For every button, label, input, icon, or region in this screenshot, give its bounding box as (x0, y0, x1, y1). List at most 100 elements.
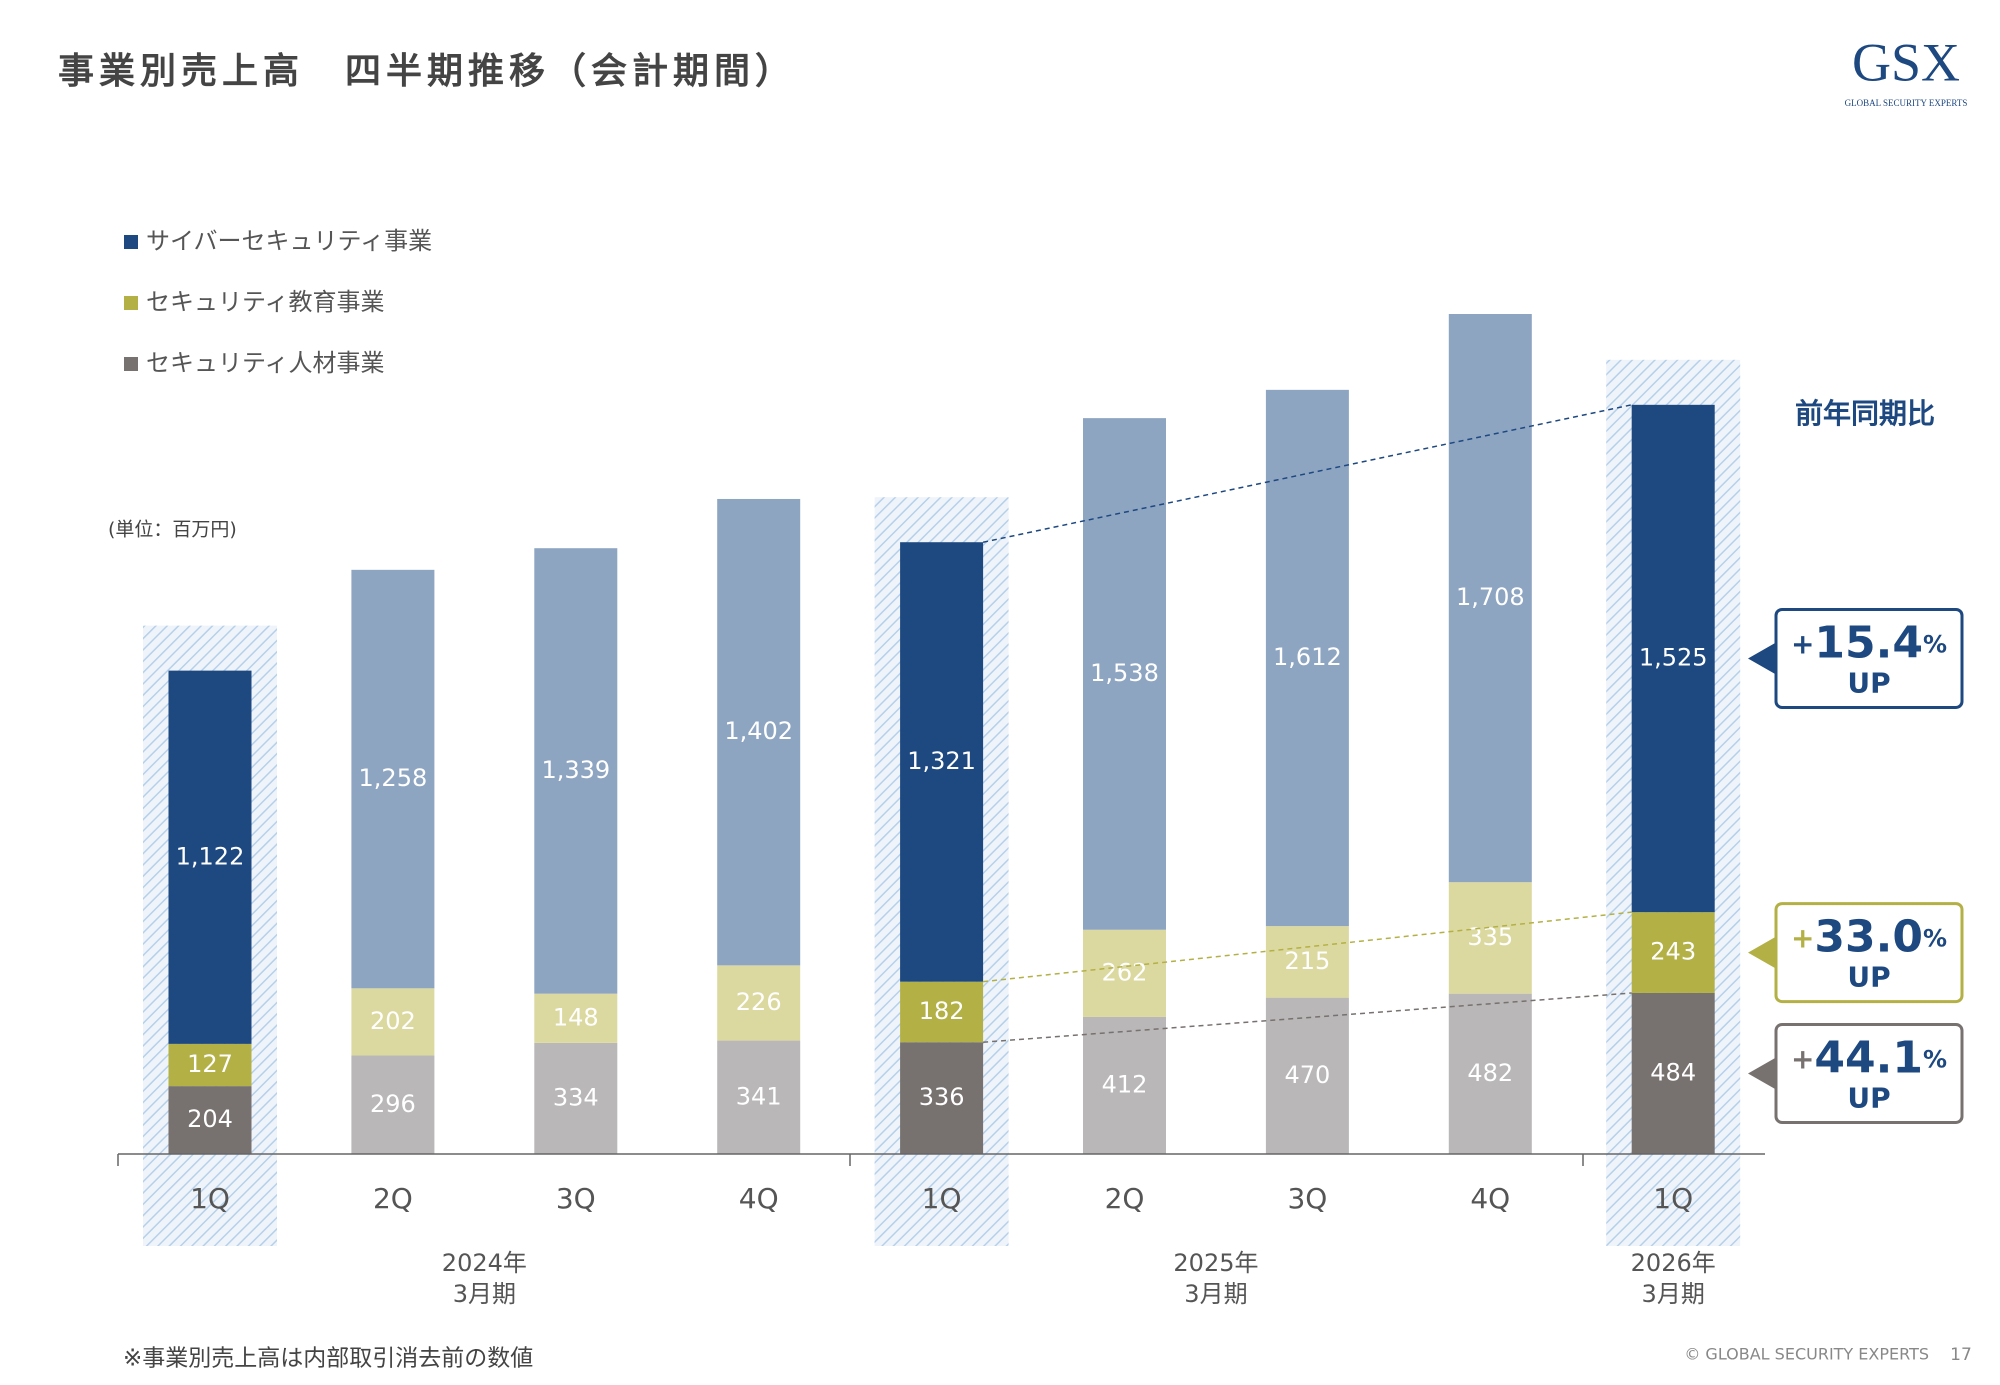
bar-value-label: 182 (919, 997, 965, 1025)
bar-value-label: 202 (370, 1007, 416, 1035)
bar-value-label: 334 (553, 1083, 599, 1111)
connector (983, 911, 1632, 983)
callout-unit: % (1923, 1045, 1947, 1073)
copyright: © GLOBAL SECURITY EXPERTS (1684, 1345, 1929, 1364)
bar-segment (168, 1043, 252, 1087)
bar-value-label: 1,708 (1456, 583, 1525, 611)
callout-sign: + (1791, 922, 1814, 955)
bar-value-label: 335 (1467, 923, 1513, 951)
x-tick-label: 1Q (190, 1182, 230, 1215)
bar-value-label: 1,122 (176, 842, 245, 870)
legend-swatch (124, 357, 138, 371)
bar-segment (351, 569, 435, 989)
bar-segment (900, 542, 984, 982)
bar-segment (1448, 882, 1532, 994)
bar-value-label: 226 (736, 988, 782, 1016)
bar-segment (1448, 993, 1532, 1154)
bar-value-label: 215 (1284, 947, 1330, 975)
bar-segment (1631, 912, 1715, 993)
bar-segment (168, 670, 252, 1044)
callout-text: UP (1847, 1081, 1890, 1114)
bar-segment (351, 1055, 435, 1154)
connector (983, 992, 1632, 1043)
bar-value-label: 412 (1102, 1070, 1148, 1098)
legend-swatch (124, 296, 138, 310)
bar-value-label: 336 (919, 1083, 965, 1111)
bar-segment (1083, 418, 1166, 930)
logo-sub: GLOBAL SECURITY EXPERTS (1845, 98, 1968, 108)
unit-label: (単位：百万円) (108, 519, 237, 541)
bar-value-label: 1,402 (724, 717, 793, 745)
group-label: 3月期 (1642, 1280, 1705, 1308)
bar-segment (534, 993, 618, 1043)
bar-value-label: 341 (736, 1082, 782, 1110)
bar-segment (717, 1040, 801, 1154)
comparison-title: 前年同期比 (1795, 397, 1935, 430)
callout-sign: + (1791, 627, 1814, 660)
bar-segment (900, 1042, 984, 1154)
x-tick-label: 4Q (1470, 1182, 1510, 1215)
legend-swatch (124, 235, 138, 249)
bar-value-label: 1,258 (359, 764, 428, 792)
callout-unit: % (1923, 925, 1947, 953)
callout-unit: % (1923, 630, 1947, 658)
callout-arrow (1748, 936, 1776, 969)
bar-value-label: 1,321 (907, 747, 976, 775)
x-tick-label: 3Q (1287, 1182, 1327, 1215)
callout-value: 44.1 (1814, 1032, 1923, 1083)
bar-segment (1083, 929, 1166, 1017)
bar-segment (1631, 992, 1715, 1154)
x-tick-label: 1Q (1653, 1182, 1693, 1215)
legend-label: セキュリティ教育事業 (146, 288, 385, 316)
bar-segment (1265, 389, 1349, 927)
group-label: 2024年 (442, 1249, 527, 1277)
bar-value-label: 1,612 (1273, 643, 1342, 671)
bar-segment (717, 498, 801, 966)
x-tick-label: 2Q (1105, 1182, 1145, 1215)
group-label: 3月期 (453, 1280, 516, 1308)
legend-label: セキュリティ人材事業 (146, 349, 385, 377)
page-number: 17 (1950, 1345, 1972, 1365)
callout-value: 33.0 (1814, 912, 1923, 963)
callout-box (1774, 902, 1964, 1004)
bar-segment (1083, 1016, 1166, 1154)
bar-segment (717, 965, 801, 1041)
bar-segment (1265, 926, 1349, 998)
bar-value-label: 127 (187, 1050, 233, 1078)
bar-value-label: 482 (1467, 1059, 1513, 1087)
bar-segment (351, 988, 435, 1056)
group-label: 2026年 (1631, 1249, 1716, 1277)
callout-sign: + (1791, 1042, 1814, 1075)
x-tick-label: 3Q (556, 1182, 596, 1215)
callout-value: +15.4% (1791, 617, 1947, 668)
bar-segment (900, 981, 984, 1043)
x-tick-label: 1Q (922, 1182, 962, 1215)
bar-value-label: 296 (370, 1090, 416, 1118)
footnote: ※事業別売上高は内部取引消去前の数値 (123, 1346, 533, 1372)
logo: GSX (1852, 32, 1960, 92)
callout-box (1774, 607, 1964, 709)
bar-value-label: 470 (1284, 1061, 1330, 1089)
bar-value-label: 484 (1650, 1058, 1696, 1086)
bar-value-label: 204 (187, 1105, 233, 1133)
bar-segment (534, 1042, 618, 1154)
callout-text: UP (1847, 961, 1890, 994)
x-tick-label: 4Q (739, 1182, 779, 1215)
callout-value: +33.0% (1791, 912, 1947, 963)
callout-box (1774, 1022, 1964, 1124)
callout-arrow (1748, 642, 1776, 675)
callout-arrow (1748, 1057, 1776, 1090)
connector (982, 404, 1632, 543)
x-tick-label: 2Q (373, 1182, 413, 1215)
title: 事業別売上高 四半期推移（会計期間） (58, 51, 796, 92)
bar-value-label: 1,339 (541, 756, 610, 784)
bar-value-label: 262 (1102, 958, 1148, 986)
callout-value: +44.1% (1791, 1032, 1947, 1083)
bar-value-label: 1,525 (1639, 643, 1708, 671)
bar-value-label: 148 (553, 1003, 599, 1031)
bar-segment (168, 1086, 252, 1154)
bar-segment (1631, 404, 1715, 913)
bar-value-label: 243 (1650, 938, 1696, 966)
bar-segment (534, 548, 618, 994)
